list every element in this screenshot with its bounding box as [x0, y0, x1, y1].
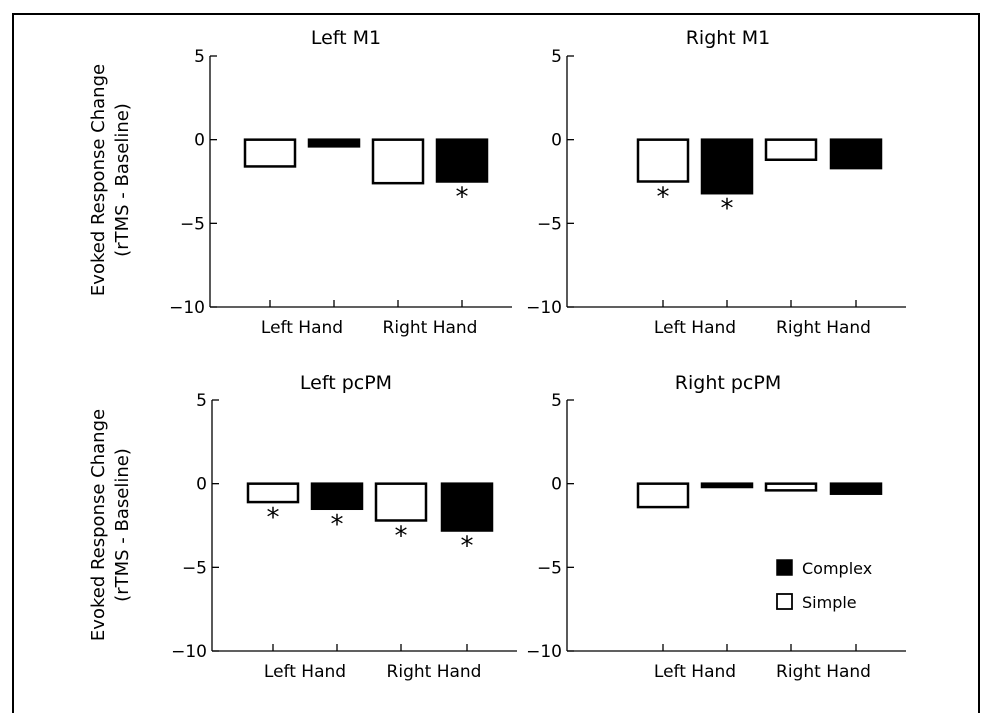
y-tick-label: 0 — [194, 131, 205, 151]
legend-label-simple: Simple — [802, 593, 857, 612]
legend-swatch-simple — [776, 593, 793, 610]
bar-complex — [440, 482, 494, 532]
bar-simple — [636, 482, 690, 509]
legend-swatch-complex — [776, 559, 793, 576]
significance-marker: * — [395, 521, 408, 551]
chart-panel-2: Right M1 5 0 −5 −10 Left Hand Right Hand * * — [526, 27, 906, 338]
legend: Complex Simple — [776, 559, 872, 612]
figure-frame — [12, 13, 980, 713]
chart-title: Right pcPM — [675, 372, 781, 394]
y-tick-label: 5 — [194, 47, 205, 67]
legend-label-complex: Complex — [802, 559, 872, 578]
bar-simple — [764, 482, 818, 492]
y-tick-label: 5 — [196, 391, 207, 411]
x-category-label: Right Hand — [383, 318, 478, 338]
bar-simple — [374, 482, 428, 522]
y-tick-label: −5 — [182, 558, 207, 578]
bar-complex — [700, 138, 754, 195]
chart-title: Right M1 — [686, 27, 771, 49]
y-axis-label-bottom-line2: (rTMS - Baseline) — [112, 448, 133, 602]
x-category-label: Left Hand — [654, 662, 736, 682]
y-tick-label: −5 — [537, 214, 562, 234]
y-tick-label: 5 — [551, 47, 562, 67]
y-tick-label: 0 — [551, 475, 562, 495]
bar-complex — [829, 138, 883, 170]
y-tick-label: 5 — [551, 391, 562, 411]
chart-title: Left M1 — [311, 27, 381, 49]
x-category-label: Left Hand — [264, 662, 346, 682]
bar-simple — [246, 482, 300, 504]
bar-complex — [307, 138, 361, 148]
bar-simple — [764, 138, 818, 161]
y-tick-label: −10 — [169, 298, 205, 318]
significance-marker: * — [267, 503, 280, 533]
x-category-label: Right Hand — [776, 318, 871, 338]
x-category-label: Left Hand — [654, 318, 736, 338]
chart-panel-3: Left pcPM 5 0 −5 −10 Left Hand Right Hand * * * * — [171, 372, 517, 682]
bar-simple — [636, 138, 690, 183]
x-category-label: Right Hand — [387, 662, 482, 682]
y-tick-label: 0 — [196, 475, 207, 495]
significance-marker: * — [721, 194, 734, 224]
chart-title: Left pcPM — [300, 372, 392, 394]
x-category-label: Right Hand — [776, 662, 871, 682]
bar-simple — [243, 138, 297, 168]
bar-simple — [371, 138, 425, 185]
x-category-label: Left Hand — [261, 318, 343, 338]
bar-complex — [700, 482, 754, 489]
bar-complex — [435, 138, 489, 183]
y-tick-label: 0 — [551, 131, 562, 151]
significance-marker: * — [461, 532, 474, 562]
y-axis-label-bottom-line1: Evoked Response Change — [88, 409, 109, 641]
y-tick-label: −10 — [171, 642, 207, 662]
bar-complex — [829, 482, 883, 495]
bar-complex — [310, 482, 364, 511]
y-tick-label: −5 — [180, 214, 205, 234]
y-tick-label: −5 — [537, 558, 562, 578]
y-tick-label: −10 — [526, 298, 562, 318]
y-axis-label-top-line1: Evoked Response Change — [88, 64, 109, 296]
significance-marker: * — [456, 183, 469, 213]
y-tick-label: −10 — [526, 642, 562, 662]
chart-panel-4: Right pcPM 5 0 −5 −10 Left Hand Right Hand — [526, 372, 906, 682]
significance-marker: * — [331, 510, 344, 540]
chart-panel-1: Left M1 5 0 −5 −10 Left Hand Right Hand * — [169, 27, 512, 338]
y-axis-label-top-line2: (rTMS - Baseline) — [112, 103, 133, 257]
significance-marker: * — [657, 183, 670, 213]
